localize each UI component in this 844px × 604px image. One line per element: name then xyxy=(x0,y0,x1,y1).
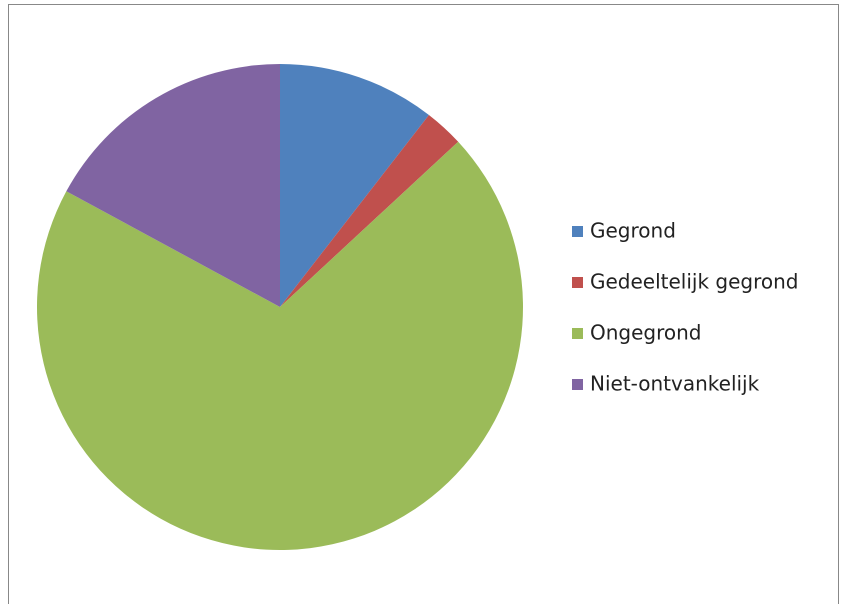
pie-slice xyxy=(280,114,459,307)
legend-swatch xyxy=(572,379,583,390)
legend-swatch xyxy=(572,328,583,339)
legend-label: Ongegrond xyxy=(590,321,702,345)
legend-label: Niet-ontvankelijk xyxy=(590,372,760,396)
pie-slice xyxy=(66,63,280,307)
legend-label: Gedeeltelijk gegrond xyxy=(590,270,799,294)
legend-swatch xyxy=(572,226,583,237)
pie-slice xyxy=(280,64,429,307)
pie-slice xyxy=(36,141,523,551)
legend-label: Gegrond xyxy=(590,219,676,243)
legend-swatch xyxy=(572,277,583,288)
